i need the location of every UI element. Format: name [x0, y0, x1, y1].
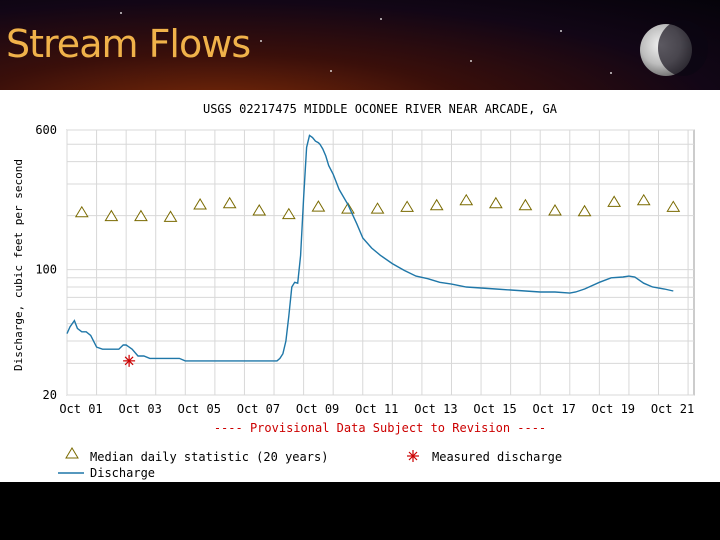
slide-title: Stream Flows [6, 22, 251, 66]
x-tick-label: Oct 19 [592, 402, 635, 416]
median-marker [222, 196, 237, 209]
y-tick-label: 600 [35, 123, 57, 137]
measured-markers [123, 354, 136, 367]
star [260, 40, 262, 42]
slide-banner: Stream Flows [0, 0, 720, 90]
median-marker [666, 200, 681, 212]
y-tick-label: 20 [43, 388, 57, 402]
star [380, 18, 382, 20]
x-tick-labels: Oct 01 Oct 03 Oct 05 Oct 07 Oct 09 Oct 11 Oct … [59, 402, 694, 416]
star [330, 70, 332, 72]
star [560, 30, 562, 32]
median-marker [193, 198, 207, 210]
median-marker [459, 193, 474, 206]
median-marker [252, 203, 267, 216]
legend-median-label: Median daily statistic (20 years) [90, 450, 328, 464]
x-tick-label: Oct 05 [178, 402, 221, 416]
legend-discharge-label: Discharge [90, 466, 155, 480]
discharge-chart: USGS 02217475 MIDDLE OCONEE RIVER NEAR A… [12, 102, 695, 480]
star [120, 12, 122, 14]
x-tick-label: Oct 21 [651, 402, 694, 416]
median-marker [311, 200, 326, 212]
star [470, 60, 472, 62]
chart-title: USGS 02217475 MIDDLE OCONEE RIVER NEAR A… [203, 102, 558, 116]
legend-measured-icon [407, 450, 419, 462]
x-tick-label: Oct 09 [296, 402, 339, 416]
star [610, 72, 612, 74]
median-marker [163, 210, 178, 222]
median-marker [577, 204, 592, 217]
x-tick-label: Oct 17 [533, 402, 576, 416]
median-markers [74, 193, 681, 222]
median-marker [134, 209, 148, 222]
x-tick-label: Oct 03 [118, 402, 161, 416]
median-marker [104, 209, 119, 222]
median-marker [636, 193, 651, 206]
median-marker [370, 202, 385, 214]
measured-marker [123, 354, 136, 367]
discharge-series-line [66, 134, 674, 362]
y-axis-label: Discharge, cubic feet per second [12, 159, 25, 371]
chart-panel: USGS 02217475 MIDDLE OCONEE RIVER NEAR A… [0, 90, 720, 482]
grid [66, 129, 694, 396]
median-marker [518, 198, 533, 211]
median-marker [548, 203, 562, 216]
provisional-note: ---- Provisional Data Subject to Revisio… [214, 421, 546, 435]
x-tick-label: Oct 01 [59, 402, 102, 416]
y-tick-label: 100 [35, 263, 57, 277]
median-marker [607, 195, 622, 207]
x-tick-label: Oct 07 [237, 402, 280, 416]
median-marker [488, 196, 503, 209]
y-tick-labels: 600 100 20 [35, 123, 57, 402]
x-tick-label: Oct 11 [355, 402, 398, 416]
x-tick-label: Oct 15 [473, 402, 516, 416]
moon-shadow [658, 20, 708, 76]
median-marker [400, 200, 415, 212]
x-tick-label: Oct 13 [414, 402, 457, 416]
legend-measured-label: Measured discharge [432, 450, 562, 464]
slide-footer [0, 482, 720, 540]
plot-area [66, 129, 695, 396]
median-marker [74, 205, 89, 218]
legend-median-icon [65, 447, 79, 459]
legend: Median daily statistic (20 years) Measur… [58, 447, 562, 480]
median-marker [429, 198, 444, 211]
median-marker [281, 207, 296, 220]
